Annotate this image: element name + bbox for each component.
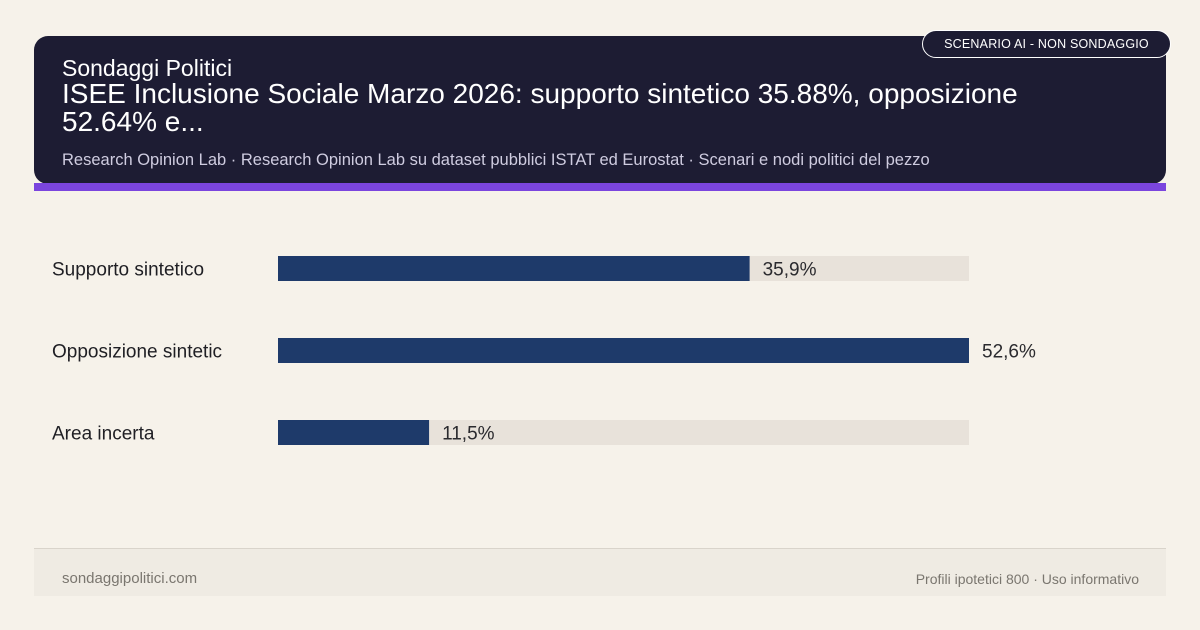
bar (278, 338, 969, 363)
page-title: ISEE Inclusione Sociale Marzo 2026: supp… (62, 78, 1018, 137)
footer-site-link[interactable]: sondaggipolitici.com (62, 570, 198, 587)
header-card (34, 36, 1166, 184)
header-accent-bar (34, 183, 1166, 191)
value-label: 52,6% (982, 342, 1036, 363)
bar (278, 256, 750, 281)
bar (278, 420, 430, 445)
value-label: 35,9% (763, 260, 817, 281)
category-label: Supporto sintetico (52, 260, 204, 281)
footer-note: Profili ipotetici 800 · Uso informativo (915, 571, 1139, 587)
source-subline: Research Opinion Lab · Research Opinion … (62, 151, 930, 169)
scenario-badge: SCENARIO AI - NON SONDAGGIO (922, 30, 1171, 58)
category-label: Opposizione sintetic (52, 342, 222, 363)
category-label: Area incerta (52, 424, 155, 445)
site-name: Sondaggi Politici (62, 55, 233, 81)
value-label: 11,5% (442, 424, 495, 445)
footer: sondaggipolitici.com Profili ipotetici 8… (34, 548, 1166, 596)
